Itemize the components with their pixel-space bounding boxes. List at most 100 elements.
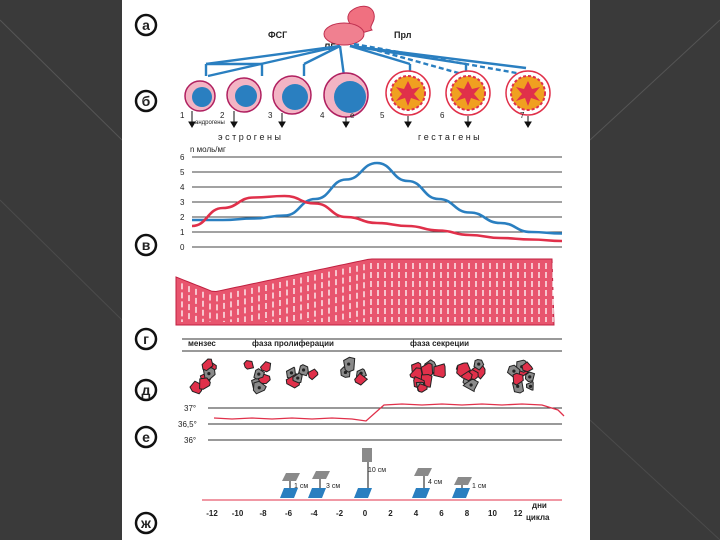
secretion-arrows [188,111,532,128]
day-tick-label: 4 [414,509,419,518]
y-unit-label: n моль/мг [190,145,226,154]
day-tick-label: -6 [285,509,293,518]
cytology-cells [189,356,536,395]
cell [199,377,211,390]
svg-text:д: д [142,382,151,398]
cell [521,361,534,373]
panel-letter-d: д [134,378,158,402]
follicle-number: 7 [520,111,525,120]
day-tick-label: -2 [336,509,344,518]
cell [201,358,214,372]
day-tick-label: -12 [206,509,218,518]
androgens-label: андрогены [195,120,225,126]
endometrium-band [175,258,555,326]
cell-nucleus [207,372,211,376]
cell-nucleus [296,376,300,380]
follicle-number: 6 [440,111,445,120]
y-tick-label: 2 [180,213,185,222]
y-tick-label: 1 [180,228,185,237]
day-ticks: -12 -10 -8 -6 -4 -2 0 2 4 6 8 10 12 [206,509,523,518]
cell [259,361,272,373]
cell-nucleus [289,371,294,375]
chart-y-ticks: 6 5 4 3 2 1 0 [180,153,185,252]
follicle-numbers: 1 2 3 4 5 6 7 [180,111,525,120]
day-tick-label: 12 [514,509,523,518]
secretion-label: фаза секреции [410,339,469,348]
cell-nucleus [257,372,261,376]
corpus-luteum-6 [445,70,491,116]
corpus-luteum-5 [385,70,431,116]
svg-text:ж: ж [140,515,152,531]
endometrium-layer [175,258,555,326]
cell-nucleus [257,386,261,390]
y-tick-label: 4 [180,183,185,192]
follicle-number: 3 [268,111,273,120]
y-tick-label: 3 [180,198,185,207]
cell-nucleus [301,368,306,372]
day-tick-label: -4 [310,509,318,518]
day-tick-label: -10 [232,509,244,518]
corpus-luteum-7 [505,70,551,116]
cell [512,372,524,386]
follicle-4 [323,72,369,118]
y-tick-label: 0 [180,243,185,252]
cell [354,372,369,386]
svg-text:б: б [142,93,151,109]
proliferation-label: фаза пролиферации [252,339,334,348]
days-unit-label: дни [532,501,547,510]
mucus-size-label: 3 см [326,483,340,490]
cell [433,363,446,379]
temperature-chart: 37° 36,5° 36° [178,403,565,445]
svg-text:г: г [143,331,149,347]
fsh-label: ФСГ [268,30,287,40]
day-tick-label: -8 [259,509,267,518]
cycle-figure: а б в г д е ж ФСГ П [134,5,565,535]
small-e-label: е [350,111,355,120]
estrogens-label: э с т р о г е н ы [218,132,281,142]
panel-letter-zh: ж [134,511,158,535]
cell-nucleus [512,369,516,373]
cycle-unit-label: цикла [526,513,550,522]
follicle-2 [226,77,262,113]
day-tick-label: 6 [439,509,444,518]
svg-text:в: в [142,237,151,253]
follicle-3 [272,75,312,115]
y-tick-label: 5 [180,168,185,177]
cell [456,362,472,378]
panel-letter-g: г [134,327,158,351]
temp-36-label: 36° [184,436,196,445]
cell-nucleus [516,384,520,388]
basal-temperature-line [213,403,565,422]
cell [416,383,428,393]
temp-36-5-label: 36,5° [178,420,197,429]
follicle-number: 4 [320,111,325,120]
pituitary-gland [323,5,375,46]
mucus-size-label: 4 см [428,479,442,486]
chart-gridlines [192,156,562,248]
cytology-header: мензес фаза пролиферации фаза секреции [182,338,562,352]
follicle-number: 2 [220,111,225,120]
follicle-1 [184,80,216,112]
svg-text:е: е [142,429,150,445]
panel-letter-v: в [134,233,158,257]
mucus-size-label: 1 см [472,483,486,490]
series-line-red [191,194,563,243]
cell-nucleus [528,375,532,379]
cell-nucleus [469,383,473,387]
day-tick-label: 0 [363,509,368,518]
hormone-arrows [204,42,527,78]
mense-label: мензес [188,339,216,348]
panel-letter-b: б [134,89,158,113]
panel-letter-a: а [134,13,158,37]
day-tick-label: 2 [388,509,393,518]
panel-letter-e: е [134,425,158,449]
series-line-blue [192,161,563,235]
mucus-diagram: 1 см 3 см 10 см 4 см 1 см -12 -10 -8 -6 -4 -2… [202,448,562,522]
cell [243,360,255,370]
svg-text:а: а [142,17,150,33]
day-tick-label: 8 [465,509,470,518]
mucus-size-label: 10 см [368,467,386,474]
cell-nucleus [477,362,481,366]
follicle-number: 5 [380,111,385,120]
